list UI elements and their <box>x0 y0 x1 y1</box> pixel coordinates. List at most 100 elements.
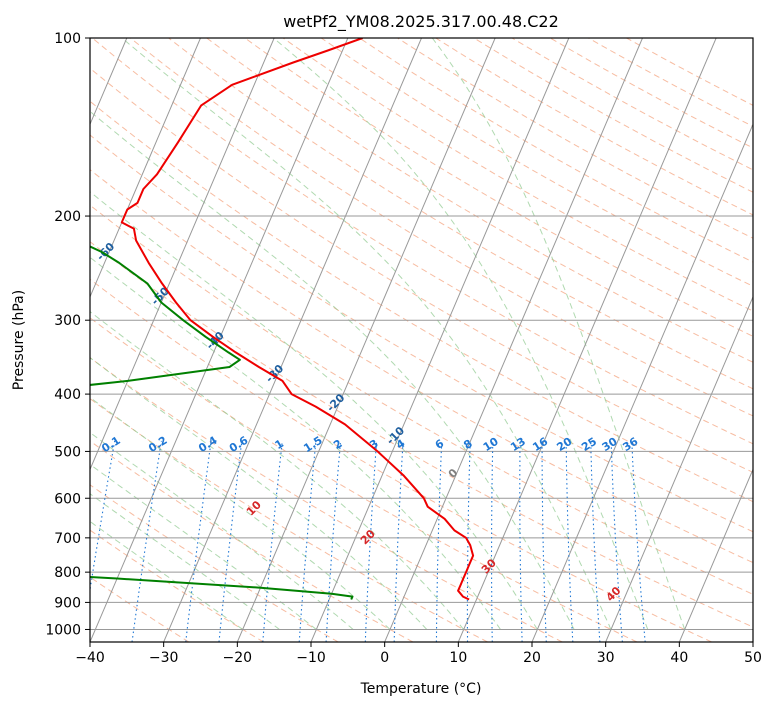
x-axis-label: Temperature (°C) <box>360 681 482 697</box>
moist-adiabat <box>90 396 391 630</box>
plot-area: 0.10.20.40.611.52346810131620253036-100-… <box>0 38 753 642</box>
dry-adiabat <box>90 317 638 642</box>
y-tick-label: 900 <box>54 595 81 611</box>
isotherm <box>678 468 753 642</box>
mixing-ratio-line <box>565 440 574 642</box>
y-axis: 100 200 300 400 500 600 700 800 900 1000 <box>45 31 90 638</box>
mixing-ratio-line <box>185 440 212 642</box>
x-axis: −40 −30 −20 −10 0 10 20 30 40 50 <box>75 642 762 666</box>
dry-adiabat <box>511 38 753 171</box>
moist-adiabats <box>90 38 686 630</box>
y-tick-label: 100 <box>54 31 81 47</box>
dry-adiabat <box>90 440 414 642</box>
mixing-ratio-line <box>490 440 494 642</box>
isotherm <box>236 38 496 642</box>
x-tick-label: 0 <box>380 650 389 666</box>
mixing-ratio-line <box>466 440 471 642</box>
moist-adiabat <box>90 357 428 630</box>
mixing-ratio-line <box>131 440 162 642</box>
x-tick-label: −20 <box>223 650 253 666</box>
mixing-ratio-label: 0.1 <box>99 434 122 455</box>
moist-adiabat <box>90 493 280 630</box>
isotherm <box>90 38 201 299</box>
mixing-ratio-line <box>262 440 283 642</box>
dry-adiabat <box>90 484 339 642</box>
isotherm-label: -50 <box>149 284 172 307</box>
mixing-ratio-line <box>435 440 443 642</box>
mixing-ratio-line <box>590 440 601 642</box>
x-tick-label: 50 <box>744 650 762 666</box>
dry-adiabat <box>90 204 753 595</box>
dry-adiabat <box>282 38 753 312</box>
y-tick-label: 200 <box>54 209 81 225</box>
mixing-ratio-line <box>393 440 404 642</box>
y-axis-label: Pressure (hPa) <box>11 290 27 390</box>
dry-adiabat-label: 40 <box>604 584 624 604</box>
dry-adiabat <box>358 38 753 263</box>
dry-adiabat-label: 20 <box>358 527 378 547</box>
temperature-profile <box>120 38 475 601</box>
isotherm <box>531 123 753 642</box>
mixing-ratio-label: 1.5 <box>301 434 324 455</box>
x-tick-label: 10 <box>449 650 467 666</box>
dry-adiabat <box>90 169 753 564</box>
dry-adiabat <box>90 398 488 642</box>
pressure-gridlines <box>90 38 753 630</box>
moist-adiabat <box>90 463 317 630</box>
isotherm-label: -80 <box>0 152 8 175</box>
moist-adiabat <box>431 38 686 630</box>
dry-adiabat <box>129 38 753 417</box>
x-tick-label: 20 <box>523 650 541 666</box>
x-tick-label: −10 <box>296 650 326 666</box>
dry-adiabat <box>167 38 753 390</box>
moist-adiabat <box>90 256 501 630</box>
mixing-ratio-line <box>364 440 378 642</box>
y-tick-label: 400 <box>54 387 81 403</box>
dry-adiabat <box>472 38 753 193</box>
mixing-ratio-line <box>218 440 243 642</box>
dry-adiabat <box>90 357 563 642</box>
isotherm <box>457 38 717 642</box>
isotherm <box>384 38 643 642</box>
plot-frame <box>89 37 754 643</box>
moist-adiabat <box>273 38 649 630</box>
y-tick-label: 1000 <box>45 622 81 638</box>
dry-adiabat <box>90 576 190 642</box>
dry-adiabat <box>90 241 753 628</box>
isotherm <box>163 38 422 642</box>
isotherm <box>310 38 570 642</box>
x-tick-label: −40 <box>75 650 105 666</box>
y-tick-label: 800 <box>54 565 81 581</box>
mixing-ratio-line <box>90 440 116 594</box>
mixing-ratio-line <box>519 440 523 642</box>
x-tick-label: 30 <box>597 650 615 666</box>
y-tick-label: 700 <box>54 531 81 547</box>
dry-adiabat <box>434 38 753 216</box>
chart-title: wetPf2_YM08.2025.317.00.48.C22 <box>283 12 559 32</box>
moist-adiabat <box>90 311 465 630</box>
dry-adiabat <box>91 38 753 445</box>
mixing-ratio-lines <box>90 440 646 642</box>
isotherm <box>752 640 753 642</box>
dry-adiabat <box>625 38 753 106</box>
profiles <box>90 38 475 601</box>
mixing-ratio-line <box>541 440 547 642</box>
mixing-ratio-line <box>298 440 317 642</box>
dry-adiabats <box>90 38 753 642</box>
moist-adiabat <box>90 431 354 630</box>
y-tick-label: 600 <box>54 491 81 507</box>
dry-adiabat <box>90 278 712 642</box>
isotherm <box>90 38 275 471</box>
mixing-ratio-line <box>631 440 646 642</box>
dry-adiabat <box>90 134 753 533</box>
x-tick-label: 40 <box>670 650 688 666</box>
moist-adiabat <box>90 520 243 630</box>
mixing-ratio-line <box>325 440 342 642</box>
dry-adiabat <box>396 38 753 239</box>
mixing-ratio-line <box>610 440 623 642</box>
isotherm <box>605 295 753 642</box>
dry-adiabat-label: 10 <box>244 498 264 518</box>
dry-adiabat <box>90 100 753 503</box>
dry-adiabat <box>90 529 264 642</box>
